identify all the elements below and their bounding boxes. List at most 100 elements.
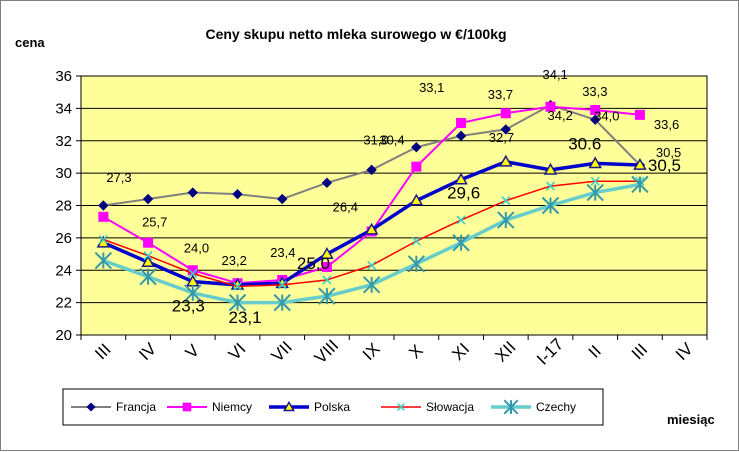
data-label: 23,4 xyxy=(270,245,295,260)
series-s-owacja xyxy=(98,176,645,291)
series-czechy xyxy=(94,175,649,312)
legend-label: Czechy xyxy=(536,400,576,414)
data-point-francja xyxy=(321,177,333,189)
data-point-czechy xyxy=(273,293,291,312)
data-point-niemcy xyxy=(545,101,556,112)
data-point-francja xyxy=(232,188,243,200)
legend-label: Niemcy xyxy=(212,400,252,414)
data-point-polska xyxy=(409,193,424,206)
data-point-czechy xyxy=(318,287,336,305)
x-tick-label: VI xyxy=(225,339,250,364)
legend-marker xyxy=(503,399,519,415)
data-point-czechy xyxy=(184,284,202,302)
y-tick-label: 22 xyxy=(55,295,72,312)
data-point-polska xyxy=(543,162,558,175)
data-point-niemcy xyxy=(590,104,601,115)
x-tick-label: III xyxy=(628,340,651,363)
legend-marker xyxy=(182,402,192,412)
y-tick-label: 20 xyxy=(55,327,72,344)
legend-label: Polska xyxy=(314,400,350,414)
legend-label: Słowacja xyxy=(426,400,474,414)
data-point-czechy xyxy=(228,293,247,312)
data-label: 34,1 xyxy=(543,67,568,82)
x-tick-label: X xyxy=(405,341,426,362)
legend-item-polska: Polska xyxy=(269,400,350,414)
data-point-francja xyxy=(366,164,377,176)
y-tick-label: 26 xyxy=(55,230,72,247)
data-label: 29,6 xyxy=(447,184,480,203)
data-point-francja xyxy=(187,187,198,198)
data-point-francja xyxy=(500,124,511,135)
data-point-francja xyxy=(142,193,154,205)
data-point-s-owacja xyxy=(277,280,287,290)
y-tick-label: 36 xyxy=(55,68,72,85)
legend-item-czechy: Czechy xyxy=(491,399,576,415)
data-point-czechy xyxy=(631,175,649,194)
y-tick-label: 34 xyxy=(55,100,72,117)
data-point-s-owacja xyxy=(367,260,377,270)
x-tick-label: XII xyxy=(491,338,519,366)
data-point-czechy xyxy=(586,183,604,202)
data-point-s-owacja xyxy=(232,281,243,291)
data-point-czechy xyxy=(407,255,426,273)
data-point-s-owacja xyxy=(411,236,421,246)
legend-item-s-owacja: Słowacja xyxy=(381,400,474,414)
data-point-czechy xyxy=(94,251,113,270)
data-label: 23,3 xyxy=(172,297,205,316)
data-label: 33,6 xyxy=(654,117,679,132)
legend-marker xyxy=(283,400,295,412)
data-point-s-owacja xyxy=(501,196,511,206)
data-point-polska xyxy=(588,156,603,169)
y-tick-label: 32 xyxy=(55,133,72,150)
data-point-niemcy xyxy=(321,262,332,273)
legend-item-niemcy: Niemcy xyxy=(167,400,252,414)
data-point-czechy xyxy=(139,268,157,286)
data-point-francja xyxy=(277,193,288,205)
data-point-francja xyxy=(590,114,601,125)
data-point-polska xyxy=(454,172,468,185)
data-label: 30.6 xyxy=(568,134,601,153)
data-label: 30,4 xyxy=(379,133,404,148)
x-tick-label: XI xyxy=(448,339,473,364)
data-label: 26,4 xyxy=(333,199,358,214)
data-point-niemcy xyxy=(98,211,109,222)
data-point-s-owacja xyxy=(456,215,466,225)
x-tick-label: V xyxy=(182,340,204,362)
y-tick-label: 24 xyxy=(55,262,72,279)
data-label: 30,5 xyxy=(648,156,681,175)
data-point-czechy xyxy=(541,196,560,215)
data-label: 24,0 xyxy=(184,240,209,255)
legend-item-francja: Francja xyxy=(71,400,156,414)
x-tick-label: I-17 xyxy=(533,335,567,369)
data-label: 33,3 xyxy=(582,84,607,99)
data-point-s-owacja xyxy=(590,176,600,186)
data-point-francja xyxy=(411,142,422,153)
y-tick-label: 28 xyxy=(55,198,72,215)
y-tick-label: 30 xyxy=(55,165,72,182)
data-label: 23,1 xyxy=(229,308,262,327)
data-label: 33,1 xyxy=(419,80,444,95)
data-label: 31,0 xyxy=(363,133,388,148)
legend-marker xyxy=(397,403,405,411)
data-point-niemcy xyxy=(456,117,467,128)
x-tick-label: VIII xyxy=(311,336,342,367)
data-point-czechy xyxy=(452,234,470,252)
data-point-polska xyxy=(633,158,647,170)
data-label: 25,7 xyxy=(142,215,167,230)
data-point-polska xyxy=(498,154,513,167)
data-point-niemcy xyxy=(500,108,511,119)
data-label: 27,3 xyxy=(106,170,131,185)
y-axis-label: cena xyxy=(15,35,45,50)
data-point-francja xyxy=(455,130,467,142)
x-tick-label: IX xyxy=(359,339,384,364)
data-label: 34,0 xyxy=(594,109,619,124)
x-tick-label: IV xyxy=(672,339,697,364)
legend-label: Francja xyxy=(116,400,156,414)
x-tick-label: II xyxy=(585,342,605,362)
data-point-s-owacja xyxy=(143,251,153,261)
data-point-polska xyxy=(320,247,334,259)
chart-title: Ceny skupu netto mleka surowego w €/100k… xyxy=(205,26,506,42)
data-label: 34,2 xyxy=(548,108,573,123)
